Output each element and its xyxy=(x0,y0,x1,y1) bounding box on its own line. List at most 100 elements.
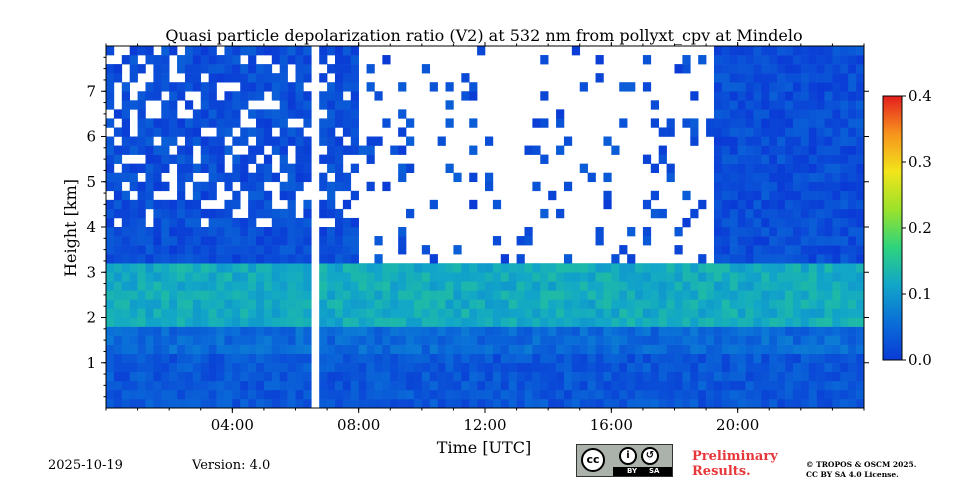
heatmap-cell xyxy=(263,208,273,219)
heatmap-cell xyxy=(342,181,352,192)
heatmap-cell xyxy=(721,127,731,137)
heatmap-cell xyxy=(619,299,628,309)
heatmap-cell xyxy=(350,344,359,354)
heatmap-cell xyxy=(808,227,817,237)
heatmap-cell xyxy=(113,371,123,382)
heatmap-cell xyxy=(374,317,383,327)
heatmap-cell xyxy=(848,136,857,146)
heatmap-cell xyxy=(658,344,667,354)
heatmap-cell xyxy=(445,362,454,373)
heatmap-cell xyxy=(342,118,352,128)
heatmap-cell xyxy=(224,217,233,228)
heatmap-cell xyxy=(350,389,359,400)
heatmap-cell xyxy=(485,362,494,373)
heatmap-cell xyxy=(540,398,549,409)
heatmap-cell xyxy=(256,109,265,119)
heatmap-cell xyxy=(682,389,691,400)
heatmap-cell xyxy=(153,55,162,65)
heatmap-cell xyxy=(358,281,367,291)
heatmap-cell xyxy=(437,344,446,354)
heatmap-cell xyxy=(153,281,162,291)
heatmap-cell xyxy=(248,353,257,364)
heatmap-cell xyxy=(816,299,825,309)
heatmap-cell xyxy=(745,326,754,336)
heatmap-cell xyxy=(856,82,865,92)
heatmap-cell xyxy=(113,172,123,183)
heatmap-cell xyxy=(832,217,841,228)
heatmap-cell xyxy=(856,154,865,164)
heatmap-cell xyxy=(192,109,202,119)
heatmap-cell xyxy=(563,362,573,373)
heatmap-cell xyxy=(161,217,170,228)
heatmap-cell xyxy=(145,380,154,391)
heatmap-cell xyxy=(240,136,249,146)
heatmap-cell xyxy=(595,55,604,65)
heatmap-cell xyxy=(295,64,304,74)
heatmap-cell xyxy=(532,181,541,192)
heatmap-cell xyxy=(113,362,123,373)
heatmap-cell xyxy=(713,190,723,201)
heatmap-cell xyxy=(611,371,620,382)
heatmap-cell xyxy=(271,335,281,345)
heatmap-cell xyxy=(666,326,675,336)
heatmap-cell xyxy=(248,371,257,382)
heatmap-cell xyxy=(777,190,786,201)
heatmap-cell xyxy=(334,299,344,309)
heatmap-cell xyxy=(721,100,731,110)
heatmap-cell xyxy=(256,263,265,273)
heatmap-cell xyxy=(832,263,841,273)
heatmap-cell xyxy=(216,73,225,83)
heatmap-cell xyxy=(327,190,336,201)
heatmap-cell xyxy=(682,326,691,336)
heatmap-cell xyxy=(721,380,731,391)
heatmap-cell xyxy=(200,227,209,237)
heatmap-cell xyxy=(106,145,115,155)
heatmap-cell xyxy=(161,254,170,264)
heatmap-cell xyxy=(469,118,478,128)
heatmap-cell xyxy=(603,317,612,327)
heatmap-cell xyxy=(729,380,738,391)
heatmap-cell xyxy=(785,308,794,318)
heatmap-cell xyxy=(334,172,344,183)
heatmap-cell xyxy=(177,398,186,409)
heatmap-cell xyxy=(334,64,344,74)
heatmap-cell xyxy=(650,371,660,382)
heatmap-cell xyxy=(745,362,754,373)
heatmap-cell xyxy=(161,199,170,210)
heatmap-cell xyxy=(563,254,573,264)
heatmap-cell xyxy=(295,344,304,354)
heatmap-cell xyxy=(200,335,209,345)
heatmap-cell xyxy=(571,326,581,336)
heatmap-cell xyxy=(240,172,249,183)
heatmap-cell xyxy=(224,109,233,119)
heatmap-cell xyxy=(177,127,186,137)
heatmap-cell xyxy=(153,181,162,192)
heatmap-cell xyxy=(469,317,478,327)
heatmap-cell xyxy=(761,199,770,210)
heatmap-cell xyxy=(390,263,399,273)
heatmap-cell xyxy=(113,64,123,74)
heatmap-cell xyxy=(745,64,754,74)
heatmap-cell xyxy=(856,163,865,173)
heatmap-cell xyxy=(856,245,865,255)
heatmap-cell xyxy=(745,208,754,219)
heatmap-cell xyxy=(619,398,628,409)
heatmap-cell xyxy=(137,326,146,336)
heatmap-cell xyxy=(208,190,217,201)
heatmap-cell xyxy=(650,208,660,219)
heatmap-cell xyxy=(406,398,415,409)
heatmap-cell xyxy=(729,199,738,210)
heatmap-cell xyxy=(287,91,296,101)
heatmap-cell xyxy=(840,317,849,327)
heatmap-cell xyxy=(129,299,138,309)
heatmap-cell xyxy=(769,136,778,146)
heatmap-cell xyxy=(342,263,352,273)
heatmap-cell xyxy=(445,308,454,318)
heatmap-cell xyxy=(216,326,225,336)
heatmap-cell xyxy=(713,145,723,155)
heatmap-cell xyxy=(753,64,762,74)
heatmap-cell xyxy=(240,272,249,282)
heatmap-cell xyxy=(619,263,628,273)
heatmap-cell xyxy=(721,290,731,300)
heatmap-cell xyxy=(382,317,391,327)
